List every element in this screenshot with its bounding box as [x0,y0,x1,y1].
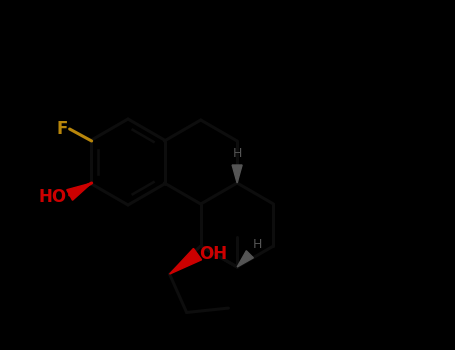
Polygon shape [170,248,202,274]
Text: HO: HO [39,188,66,206]
Text: F: F [56,120,68,138]
Text: OH: OH [200,245,228,263]
Text: H: H [253,238,262,251]
Polygon shape [237,251,253,267]
Polygon shape [232,165,242,183]
Polygon shape [67,183,91,200]
Text: H: H [233,147,242,160]
